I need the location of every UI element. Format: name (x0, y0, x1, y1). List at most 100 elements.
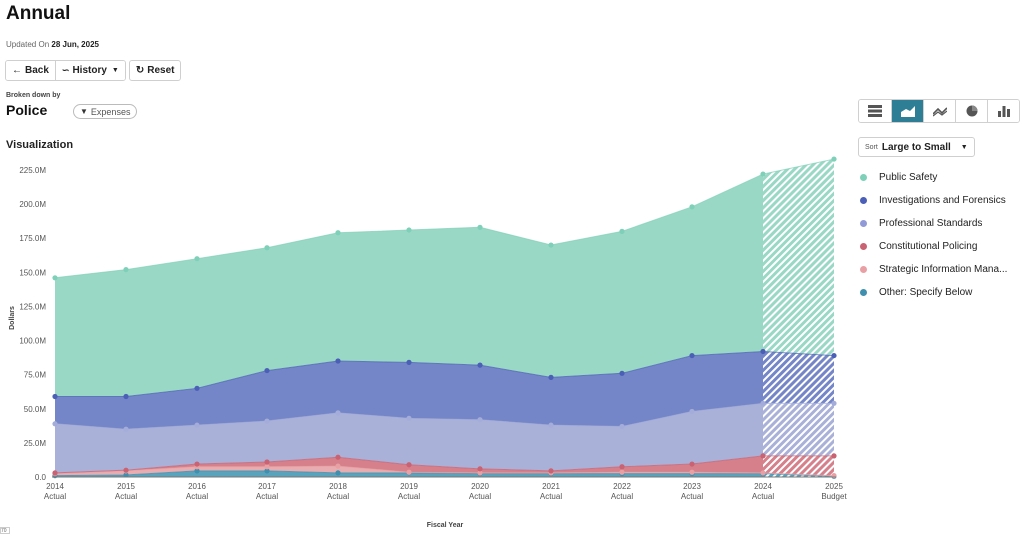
data-point[interactable] (760, 348, 766, 355)
data-point[interactable] (831, 156, 837, 162)
data-point[interactable] (619, 370, 625, 376)
data-point[interactable] (335, 358, 341, 364)
data-point[interactable] (689, 204, 695, 210)
data-point[interactable] (760, 453, 766, 459)
data-point[interactable] (689, 461, 695, 467)
sort-dropdown[interactable]: Sort Large to Small ▼ (858, 137, 975, 157)
data-point[interactable] (335, 410, 341, 416)
data-point[interactable] (760, 470, 766, 476)
data-point[interactable] (123, 467, 129, 473)
data-point[interactable] (52, 421, 58, 427)
projected-area-series[interactable] (763, 455, 834, 476)
legend-item[interactable]: Professional Standards (860, 212, 1007, 235)
y-tick-label: 225.0M (19, 166, 46, 175)
x-tick-label: 2019 (400, 482, 418, 491)
data-point[interactable] (477, 224, 483, 230)
data-point[interactable] (123, 393, 129, 400)
y-tick-label: 25.0M (24, 439, 47, 448)
data-point[interactable] (548, 422, 554, 428)
data-point[interactable] (548, 374, 554, 380)
data-point[interactable] (335, 230, 341, 236)
data-point[interactable] (619, 228, 625, 234)
chart-type-area-button[interactable] (891, 100, 923, 122)
data-point[interactable] (760, 171, 766, 177)
projected-area-series[interactable] (763, 403, 834, 456)
projected-area-series[interactable] (763, 159, 834, 356)
data-point[interactable] (689, 408, 695, 415)
data-point[interactable] (831, 453, 837, 459)
data-point[interactable] (406, 359, 412, 365)
chart-type-bar-button[interactable] (987, 100, 1019, 122)
chart-type-line-button[interactable] (923, 100, 955, 122)
data-point[interactable] (406, 227, 412, 233)
data-point[interactable] (194, 468, 200, 474)
area-series[interactable] (55, 351, 763, 430)
stacked-bar-horizontal-icon (868, 105, 882, 117)
data-point[interactable] (477, 466, 483, 472)
line-chart-icon (932, 107, 947, 117)
legend-label: Strategic Information Mana... (879, 264, 1008, 275)
data-point[interactable] (52, 470, 58, 476)
data-point[interactable] (52, 275, 58, 281)
filter-expenses-pill[interactable]: ▼ Expenses (73, 104, 138, 119)
data-point[interactable] (689, 469, 695, 475)
data-point[interactable] (831, 352, 837, 359)
data-point[interactable] (123, 426, 129, 432)
data-point[interactable] (194, 256, 200, 262)
data-point[interactable] (264, 245, 270, 251)
y-tick-label: 75.0M (24, 371, 47, 380)
x-tick-sublabel: Actual (752, 492, 774, 501)
data-point[interactable] (194, 461, 200, 467)
x-tick-sublabel: Budget (821, 492, 847, 501)
x-tick-label: 2021 (542, 482, 560, 491)
back-button[interactable]: ← Back (6, 61, 55, 80)
data-point[interactable] (548, 468, 554, 474)
x-tick-sublabel: Actual (469, 492, 491, 501)
legend-item[interactable]: Other: Specify Below (860, 281, 1007, 304)
legend-item[interactable]: Public Safety (860, 166, 1007, 189)
data-point[interactable] (264, 459, 270, 465)
data-point[interactable] (123, 472, 129, 478)
data-point[interactable] (194, 422, 200, 428)
data-point[interactable] (194, 385, 200, 391)
x-tick-sublabel: Actual (681, 492, 703, 501)
area-series[interactable] (55, 403, 763, 473)
data-point[interactable] (406, 462, 412, 468)
data-point[interactable] (831, 400, 837, 406)
data-point[interactable] (264, 468, 270, 474)
data-point[interactable] (335, 470, 341, 476)
data-point[interactable] (123, 267, 129, 273)
data-point[interactable] (52, 393, 58, 400)
x-tick-label: 2020 (471, 482, 489, 491)
history-button[interactable]: ∽ History ▼ (54, 61, 125, 80)
legend-item[interactable]: Investigations and Forensics (860, 189, 1007, 212)
data-point[interactable] (264, 464, 270, 470)
data-point[interactable] (477, 470, 483, 476)
data-point[interactable] (619, 464, 625, 470)
chart-type-table-button[interactable] (859, 100, 891, 122)
x-tick-label: 2017 (258, 482, 276, 491)
legend-item[interactable]: Strategic Information Mana... (860, 258, 1007, 281)
data-point[interactable] (406, 415, 412, 421)
x-tick-label: 2022 (613, 482, 631, 491)
data-point[interactable] (335, 463, 341, 469)
data-point[interactable] (477, 417, 483, 423)
data-point[interactable] (406, 469, 412, 475)
data-point[interactable] (619, 469, 625, 475)
x-tick-sublabel: Actual (398, 492, 420, 501)
data-point[interactable] (689, 352, 695, 359)
x-tick-label: 2018 (329, 482, 347, 491)
data-point[interactable] (264, 418, 270, 424)
data-point[interactable] (760, 400, 766, 406)
data-point[interactable] (264, 367, 270, 374)
area-series[interactable] (55, 174, 763, 397)
data-point[interactable] (548, 242, 554, 248)
reset-button[interactable]: ↻ Reset (128, 60, 182, 81)
data-point[interactable] (335, 454, 341, 460)
projected-area-series[interactable] (763, 351, 834, 404)
legend-item[interactable]: Constitutional Policing (860, 235, 1007, 258)
data-point[interactable] (477, 362, 483, 368)
data-point[interactable] (619, 423, 625, 430)
chart-type-pie-button[interactable] (955, 100, 987, 122)
x-tick-label: 2015 (117, 482, 135, 491)
